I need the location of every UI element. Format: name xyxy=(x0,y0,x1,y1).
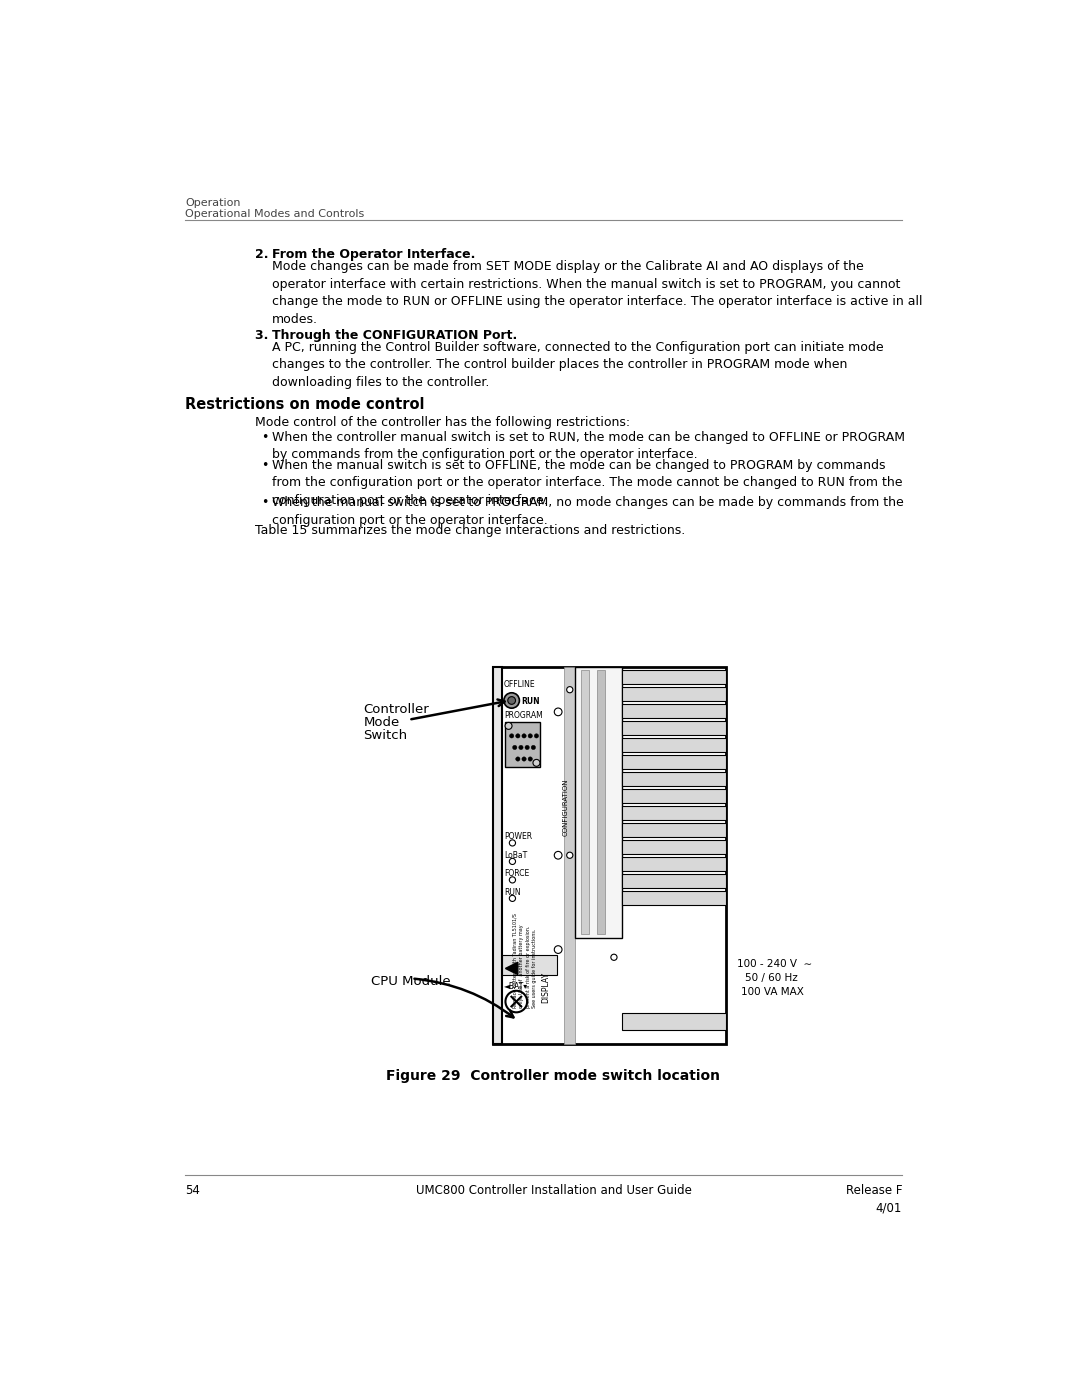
Text: OFFLINE: OFFLINE xyxy=(504,680,536,690)
Text: DISPLAY: DISPLAY xyxy=(541,972,550,1003)
Bar xyxy=(622,806,726,820)
Circle shape xyxy=(567,852,572,858)
Text: LoBaT: LoBaT xyxy=(504,851,527,859)
Text: CONFIGURATION: CONFIGURATION xyxy=(563,778,569,835)
Circle shape xyxy=(522,757,526,761)
Circle shape xyxy=(510,840,515,847)
Text: •: • xyxy=(261,496,269,510)
Bar xyxy=(622,856,726,870)
Circle shape xyxy=(525,745,529,750)
Text: 50 / 60 Hz: 50 / 60 Hz xyxy=(745,974,798,983)
Text: Figure 29  Controller mode switch location: Figure 29 Controller mode switch locatio… xyxy=(387,1069,720,1083)
Text: Operational Modes and Controls: Operational Modes and Controls xyxy=(186,210,365,219)
Bar xyxy=(581,671,590,935)
Bar xyxy=(565,666,576,1044)
Circle shape xyxy=(510,895,515,901)
Text: Replace battery with Tadiran TL5101/S
only.  Use of  another battery may
present: Replace battery with Tadiran TL5101/S on… xyxy=(513,914,537,1007)
Text: UMC800 Controller Installation and User Guide: UMC800 Controller Installation and User … xyxy=(416,1185,691,1197)
Text: A PC, running the Control Builder software, connected to the Configuration port : A PC, running the Control Builder softwa… xyxy=(272,341,883,388)
Text: 2.: 2. xyxy=(255,249,278,261)
Circle shape xyxy=(513,745,517,750)
Text: When the controller manual switch is set to RUN, the mode can be changed to OFFL: When the controller manual switch is set… xyxy=(272,432,905,461)
Text: POWER: POWER xyxy=(504,833,532,841)
Bar xyxy=(622,738,726,752)
Text: Through the CONFIGURATION Port.: Through the CONFIGURATION Port. xyxy=(272,330,517,342)
Bar xyxy=(622,891,726,904)
Text: •: • xyxy=(261,432,269,444)
Text: 100 - 240 V  ∼: 100 - 240 V ∼ xyxy=(738,960,812,970)
Text: Mode control of the controller has the following restrictions:: Mode control of the controller has the f… xyxy=(255,415,631,429)
Text: PROGRAM: PROGRAM xyxy=(504,711,542,721)
Bar xyxy=(504,722,540,767)
Circle shape xyxy=(554,708,562,715)
Text: From the Operator Interface.: From the Operator Interface. xyxy=(272,249,475,261)
Bar xyxy=(597,671,605,935)
Circle shape xyxy=(528,733,532,738)
Text: ◄BAT▾: ◄BAT▾ xyxy=(504,982,528,992)
Circle shape xyxy=(535,733,539,738)
Circle shape xyxy=(518,745,523,750)
Bar xyxy=(494,666,502,1044)
Text: 3.: 3. xyxy=(255,330,278,342)
Circle shape xyxy=(528,757,532,761)
Bar xyxy=(622,823,726,837)
Circle shape xyxy=(505,722,512,729)
Text: 54: 54 xyxy=(186,1185,200,1197)
Bar xyxy=(622,704,726,718)
Text: Table 15 summarizes the mode change interactions and restrictions.: Table 15 summarizes the mode change inte… xyxy=(255,524,686,538)
Text: Operation: Operation xyxy=(186,198,241,208)
Text: Mode: Mode xyxy=(364,715,400,729)
Circle shape xyxy=(510,858,515,865)
Text: Mode changes can be made from SET MODE display or the Calibrate AI and AO displa: Mode changes can be made from SET MODE d… xyxy=(272,260,922,326)
Text: •: • xyxy=(261,458,269,472)
Bar xyxy=(622,873,726,887)
Text: Release F
4/01: Release F 4/01 xyxy=(846,1185,902,1214)
Text: RUN: RUN xyxy=(504,887,521,897)
Circle shape xyxy=(504,693,519,708)
Circle shape xyxy=(505,990,527,1013)
Text: FORCE: FORCE xyxy=(504,869,529,879)
Bar xyxy=(622,671,726,685)
Circle shape xyxy=(515,733,521,738)
Circle shape xyxy=(531,745,536,750)
Circle shape xyxy=(554,851,562,859)
Bar xyxy=(622,1013,726,1030)
Circle shape xyxy=(611,954,617,960)
Bar xyxy=(576,666,622,939)
Circle shape xyxy=(567,686,572,693)
Text: RUN: RUN xyxy=(522,697,540,705)
Text: Switch: Switch xyxy=(364,729,408,742)
Circle shape xyxy=(515,757,521,761)
Bar xyxy=(622,687,726,701)
Circle shape xyxy=(522,733,526,738)
Text: Restrictions on mode control: Restrictions on mode control xyxy=(186,397,424,412)
Circle shape xyxy=(508,697,515,704)
Text: When the manual switch is set to PROGRAM, no mode changes can be made by command: When the manual switch is set to PROGRAM… xyxy=(272,496,904,527)
Bar xyxy=(622,721,726,735)
Bar xyxy=(622,773,726,787)
Circle shape xyxy=(510,877,515,883)
Text: When the manual switch is set to OFFLINE, the mode can be changed to PROGRAM by : When the manual switch is set to OFFLINE… xyxy=(272,458,903,507)
Bar xyxy=(494,666,726,1044)
Bar xyxy=(622,756,726,768)
Text: Controller: Controller xyxy=(364,703,430,715)
Bar xyxy=(622,789,726,803)
Bar xyxy=(622,840,726,854)
Bar xyxy=(502,956,556,975)
Circle shape xyxy=(532,760,540,767)
Circle shape xyxy=(554,946,562,953)
Circle shape xyxy=(510,733,514,738)
Text: CPU Module: CPU Module xyxy=(372,975,451,988)
Polygon shape xyxy=(505,963,517,975)
Text: 100 VA MAX: 100 VA MAX xyxy=(741,986,804,997)
